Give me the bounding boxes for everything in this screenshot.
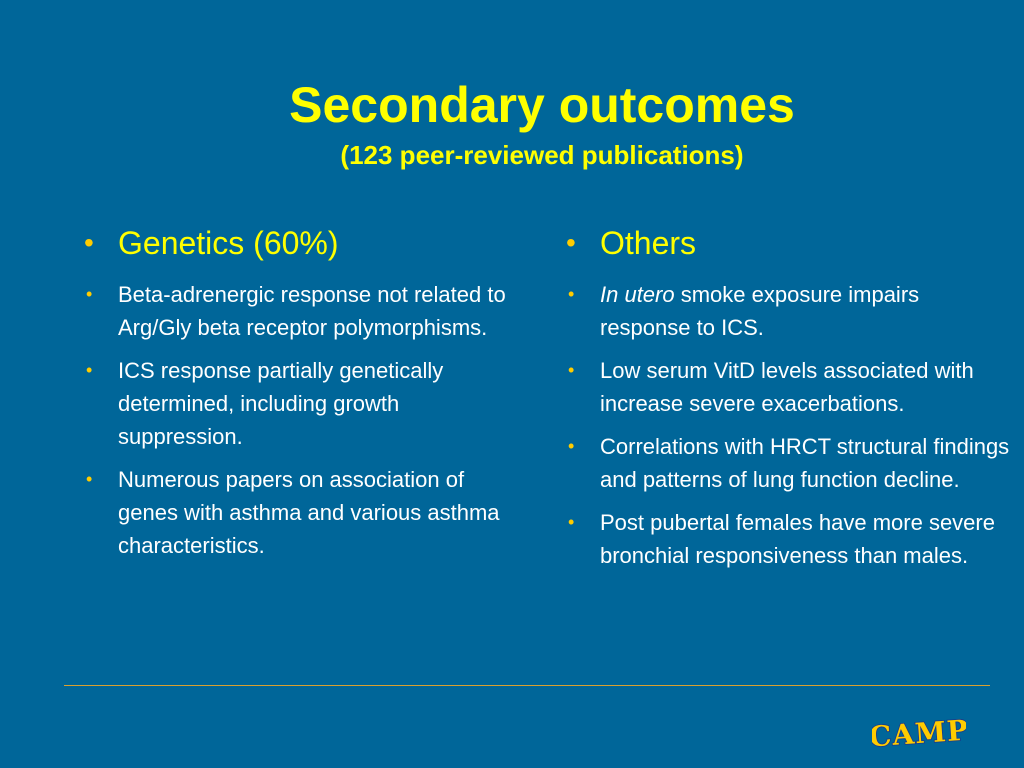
bullet-icon: • <box>568 436 575 456</box>
camp-logo: CAMP <box>872 713 966 754</box>
list-item: • Beta-adrenergic response not related t… <box>80 278 520 344</box>
bullet-icon: • <box>568 512 575 532</box>
list-item-text: Correlations with HRCT structural findin… <box>600 434 1010 492</box>
bullet-icon: • <box>86 469 93 489</box>
list-item-text: Beta-adrenergic response not related to … <box>118 282 506 340</box>
camp-logo-text: CAMP <box>872 714 966 754</box>
list-item: • ICS response partially genetically det… <box>80 354 520 453</box>
others-column: • Others • In utero smoke exposure impai… <box>562 222 1012 582</box>
genetics-heading-text: Genetics (60%) <box>118 225 339 261</box>
list-item-text: Post pubertal females have more severe b… <box>600 510 995 568</box>
list-item-italic-text: In utero <box>600 282 675 307</box>
list-item-text: smoke exposure impairs response to ICS. <box>600 282 920 340</box>
list-item-text: Low serum VitD levels associated with in… <box>600 358 974 416</box>
bullet-icon: • <box>86 360 93 380</box>
list-item-text: Numerous papers on association of genes … <box>118 467 500 558</box>
list-item: • Low serum VitD levels associated with … <box>562 354 1012 420</box>
bullet-icon: • <box>84 227 94 258</box>
list-item: • Post pubertal females have more severe… <box>562 506 1012 572</box>
others-heading: • Others <box>562 222 1012 264</box>
others-heading-text: Others <box>600 225 697 261</box>
list-item: • In utero smoke exposure impairs respon… <box>562 278 1012 344</box>
list-item-text: ICS response partially genetically deter… <box>118 358 444 449</box>
genetics-column: • Genetics (60%) • Beta-adrenergic respo… <box>80 222 520 572</box>
slide-subtitle: (123 peer-reviewed publications) <box>340 140 744 170</box>
bullet-icon: • <box>566 227 576 258</box>
slide-title: Secondary outcomes <box>289 77 795 133</box>
footer-divider <box>64 685 990 686</box>
bullet-icon: • <box>568 284 575 304</box>
bullet-icon: • <box>86 284 93 304</box>
list-item: • Numerous papers on association of gene… <box>80 463 520 562</box>
list-item: • Correlations with HRCT structural find… <box>562 430 1012 496</box>
genetics-heading: • Genetics (60%) <box>80 222 520 264</box>
bullet-icon: • <box>568 360 575 380</box>
